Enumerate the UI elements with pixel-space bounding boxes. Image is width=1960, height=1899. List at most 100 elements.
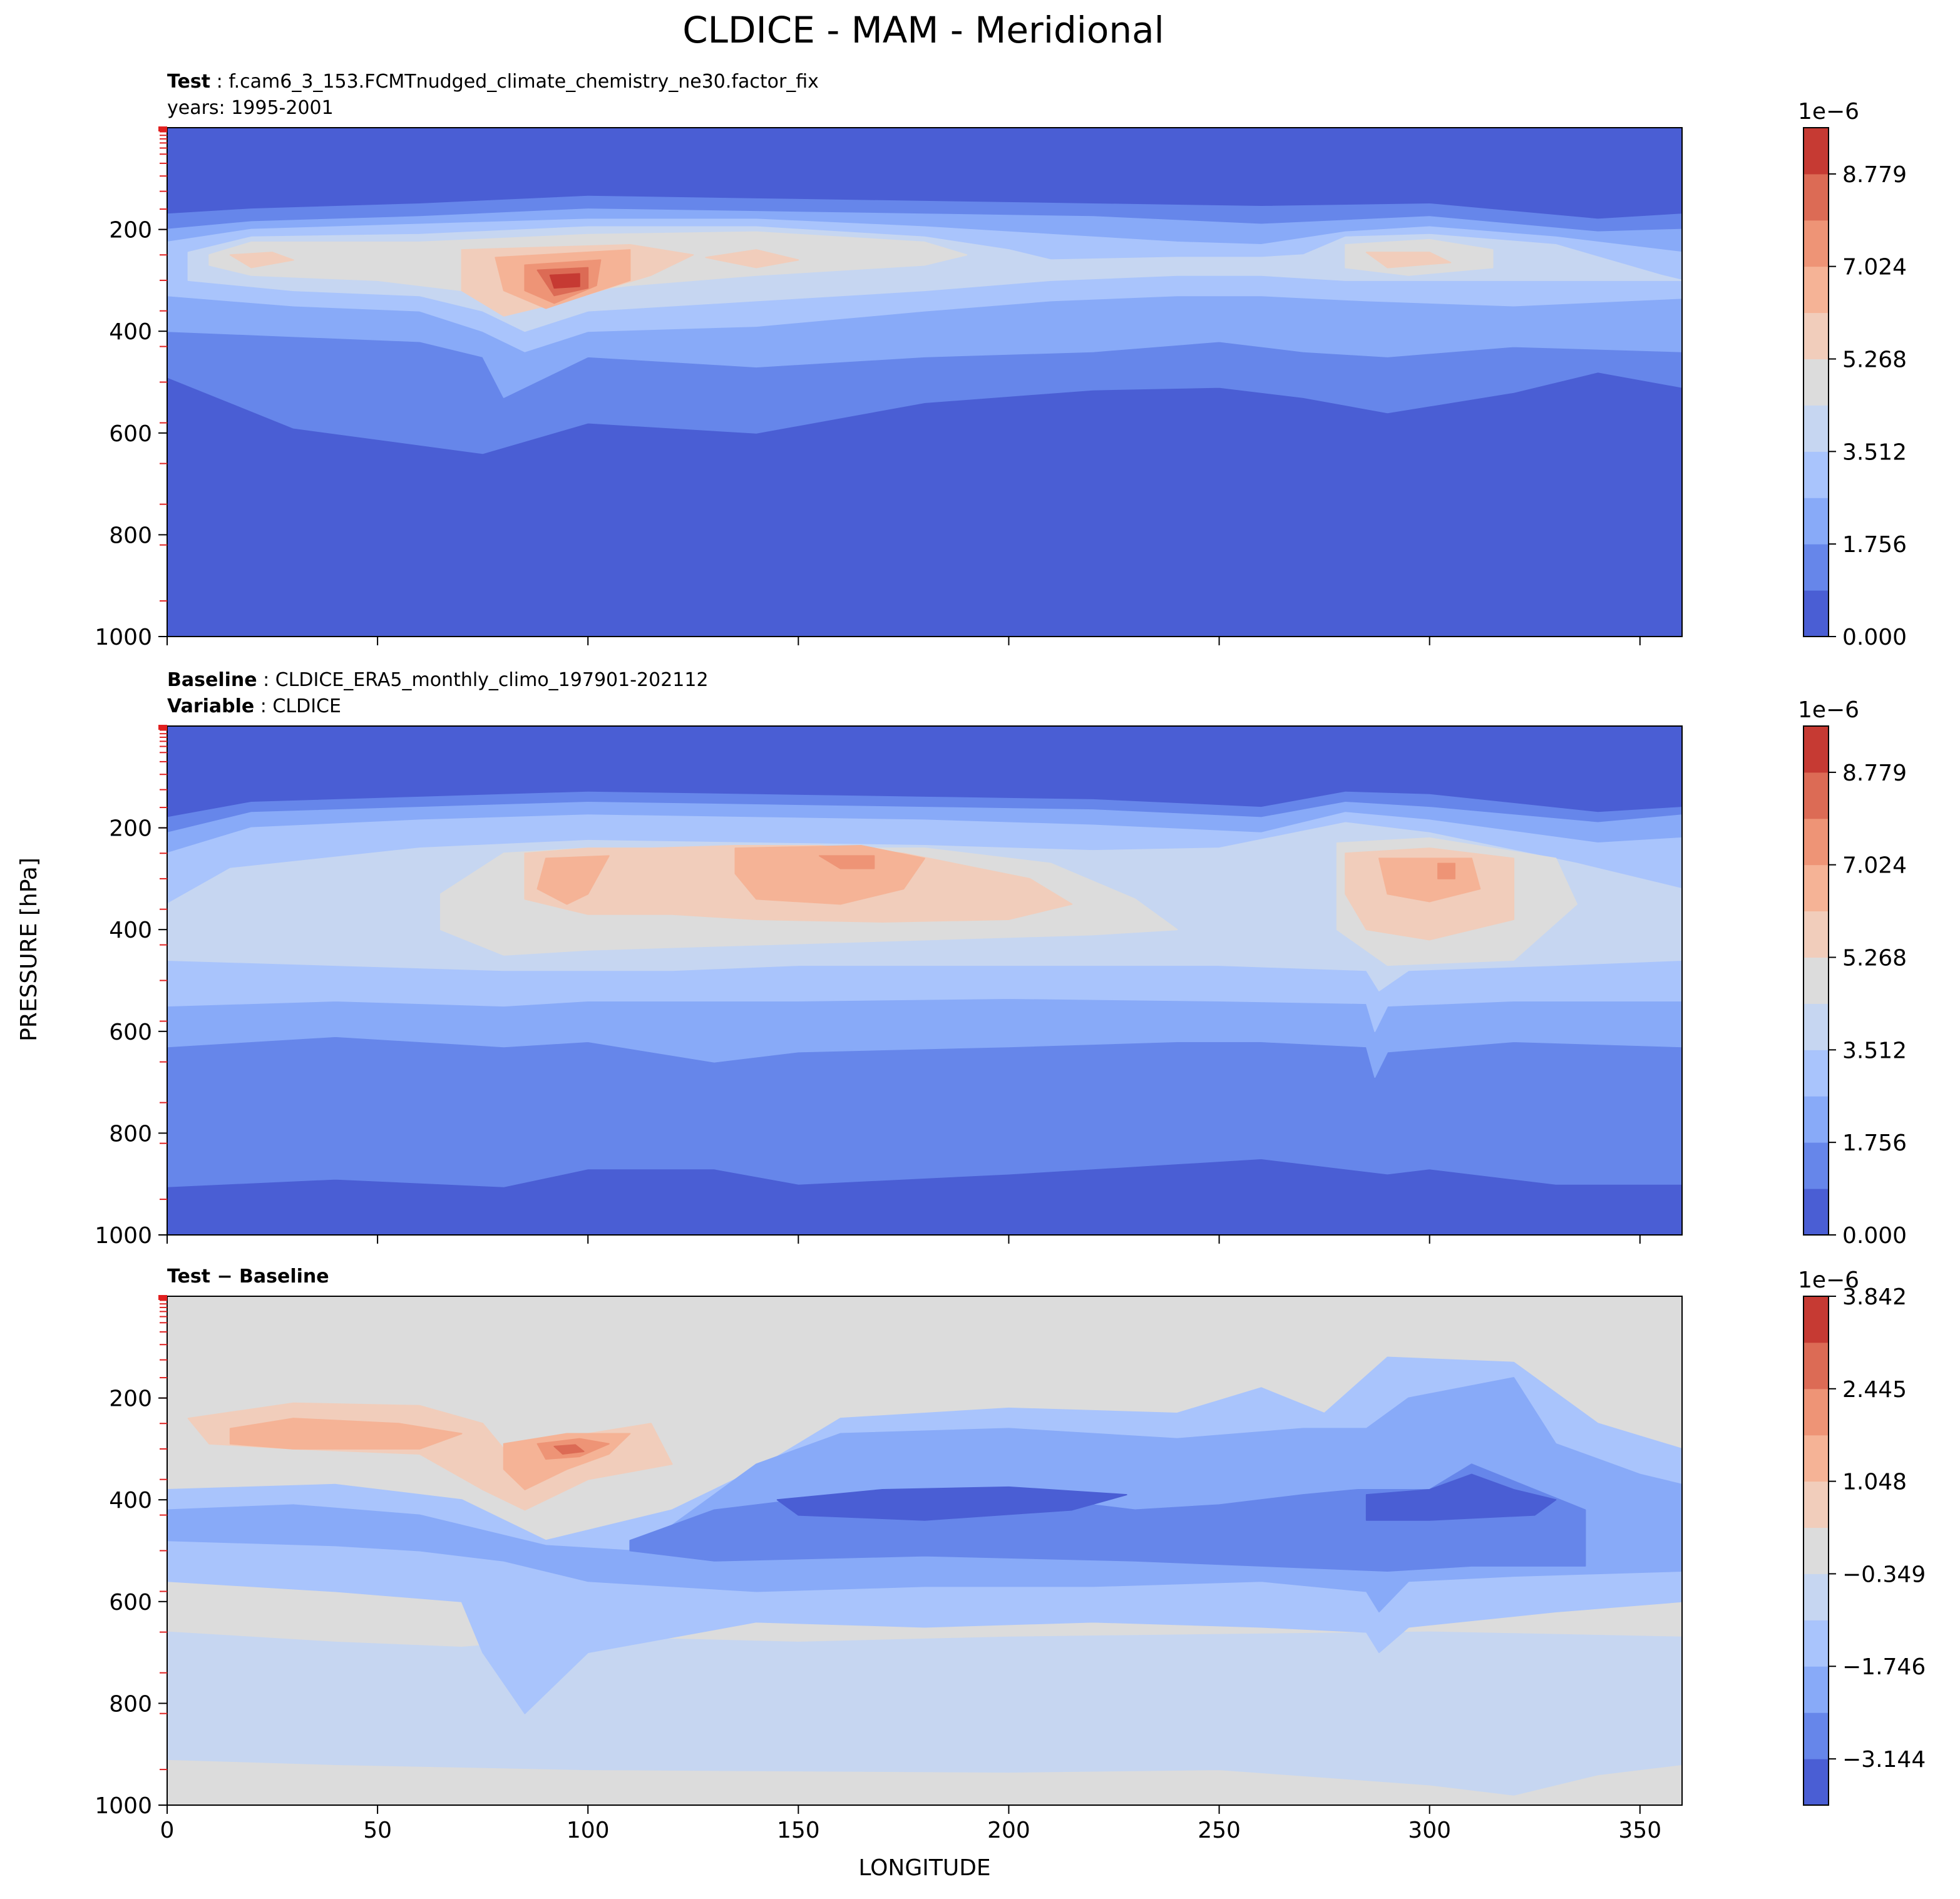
colorbar-swatch-3	[1804, 451, 1829, 498]
level-marker-cap	[158, 1295, 167, 1300]
y-tick-label: 600	[109, 421, 152, 447]
panel-header-value: : CLDICE_ERA5_monthly_climo_197901-20211…	[257, 669, 709, 691]
panel-header-key: Variable	[167, 695, 254, 717]
contour-level-0	[1365, 1473, 1557, 1521]
colorbar-tick-label: −0.349	[1842, 1562, 1926, 1587]
panel-header-line: Test : f.cam6_3_153.FCMTnudged_climate_c…	[167, 71, 819, 93]
level-marker-cap	[158, 725, 167, 730]
y-tick-label: 600	[109, 1020, 152, 1045]
colorbar-exponent: 1e−6	[1798, 1267, 1859, 1293]
y-tick-label: 1000	[95, 1793, 152, 1819]
level-marker-cap	[158, 126, 167, 131]
contour-level-7	[734, 845, 925, 905]
colorbar-swatch-6	[1804, 312, 1829, 359]
colorbar-swatch-7	[1804, 1435, 1829, 1482]
colorbar-swatch-8	[1804, 220, 1829, 267]
colorbar-swatch-10	[1804, 128, 1829, 175]
y-tick-label: 800	[109, 1691, 152, 1717]
colorbar-tick-label: 0.000	[1842, 1223, 1907, 1249]
colorbar-swatch-3	[1804, 1620, 1829, 1667]
x-axis-label: LONGITUDE	[858, 1855, 990, 1881]
colorbar-tick-label: 3.842	[1842, 1284, 1907, 1310]
colorbar-exponent: 1e−6	[1798, 99, 1859, 125]
panel-test: 200 400 600 800 1000 Test : f.cam6_3_153.FCMT…	[95, 71, 1907, 650]
colorbar-frame	[1803, 127, 1829, 637]
colorbar-swatch-9	[1804, 1342, 1829, 1390]
y-tick-label: 200	[109, 1386, 152, 1412]
panel-header-value: : CLDICE	[254, 695, 341, 717]
x-tick-label: 50	[363, 1818, 392, 1843]
colorbar-frame	[1803, 1296, 1829, 1806]
contour-level-9	[553, 1444, 585, 1455]
y-tick-label: 600	[109, 1590, 152, 1615]
colorbar-swatch-1	[1804, 1142, 1829, 1189]
x-tick-label: 100	[567, 1818, 610, 1843]
contour-level-6	[1365, 252, 1452, 269]
colorbar-swatch-4	[1804, 1574, 1829, 1620]
panel-header-value: : f.cam6_3_153.FCMTnudged_climate_chemis…	[210, 71, 819, 93]
colorbar-swatch-0	[1804, 1759, 1829, 1806]
y-tick-label: 1000	[95, 1223, 152, 1249]
colorbar-tick-label: 3.512	[1842, 439, 1907, 465]
level-marker-group	[158, 1295, 167, 1771]
y-tick-label: 800	[109, 1121, 152, 1147]
y-tick-label: 800	[109, 523, 152, 548]
x-tick-label: 350	[1618, 1818, 1661, 1843]
colorbar-swatch-5	[1804, 1527, 1829, 1574]
colorbar: 0.000 1.756 3.512 5.268 7.024 8.779 1e−6	[1798, 99, 1907, 650]
colorbar-tick-label: 5.268	[1842, 347, 1907, 372]
colorbar-swatch-7	[1804, 864, 1829, 912]
contour-level-7	[536, 855, 610, 905]
colorbar-tick-label: 1.756	[1842, 1130, 1907, 1156]
colorbar-swatch-2	[1804, 498, 1829, 545]
x-tick-label: 250	[1198, 1818, 1241, 1843]
colorbar-swatch-1	[1804, 544, 1829, 591]
colorbar-swatch-1	[1804, 1712, 1829, 1759]
x-tick-label: 0	[160, 1818, 175, 1843]
y-tick-label: 200	[109, 218, 152, 243]
colorbar-swatch-7	[1804, 266, 1829, 314]
colorbar-tick-label: 0.000	[1842, 625, 1907, 650]
panel-baseline: 200 400 600 800 1000 Baseline : CLDICE_ERA5_m…	[95, 669, 1907, 1249]
colorbar-tick-label: 2.445	[1842, 1377, 1907, 1403]
colorbar-swatch-0	[1804, 1189, 1829, 1236]
contour-level-6	[705, 249, 799, 269]
colorbar-tick-label: 8.779	[1842, 760, 1907, 786]
colorbar-tick-label: 7.024	[1842, 853, 1907, 879]
colorbar-swatch-5	[1804, 957, 1829, 1004]
colorbar-swatch-6	[1804, 1481, 1829, 1528]
contour-level-0	[776, 1486, 1127, 1521]
panel-header-key: Baseline	[167, 669, 257, 691]
y-tick-label: 400	[109, 1488, 152, 1513]
colorbar-swatch-2	[1804, 1666, 1829, 1713]
panel-header-line: Baseline : CLDICE_ERA5_monthly_climo_197…	[167, 669, 709, 691]
contour-field	[167, 1296, 1682, 1805]
colorbar-swatch-8	[1804, 818, 1829, 866]
colorbar-tick-label: 8.779	[1842, 162, 1907, 188]
colorbar-tick-label: 3.512	[1842, 1038, 1907, 1063]
colorbar-swatch-10	[1804, 1296, 1829, 1343]
colorbar-tick-label: 7.024	[1842, 255, 1907, 280]
colorbar-exponent: 1e−6	[1798, 697, 1859, 723]
contour-field	[167, 128, 1682, 637]
x-tick-label: 300	[1408, 1818, 1451, 1843]
x-tick-label: 200	[987, 1818, 1030, 1843]
y-tick-label: 400	[109, 918, 152, 943]
y-tick-label: 200	[109, 816, 152, 842]
colorbar-tick-label: 1.048	[1842, 1470, 1907, 1495]
level-marker-group	[158, 725, 167, 1200]
panel-header-value: years: 1995-2001	[167, 97, 334, 119]
panel-header-line: years: 1995-2001	[167, 97, 334, 119]
colorbar-swatch-8	[1804, 1388, 1829, 1436]
colorbar-swatch-4	[1804, 405, 1829, 452]
colorbar-swatch-4	[1804, 1003, 1829, 1050]
colorbar-swatch-9	[1804, 173, 1829, 221]
panel-header-key: Test	[167, 71, 210, 93]
level-marker-group	[158, 126, 167, 602]
colorbar-swatch-9	[1804, 772, 1829, 819]
panel-header-line: Test − Baseline	[167, 1266, 329, 1287]
colorbar-swatch-5	[1804, 359, 1829, 406]
contour-level-8	[818, 855, 875, 869]
